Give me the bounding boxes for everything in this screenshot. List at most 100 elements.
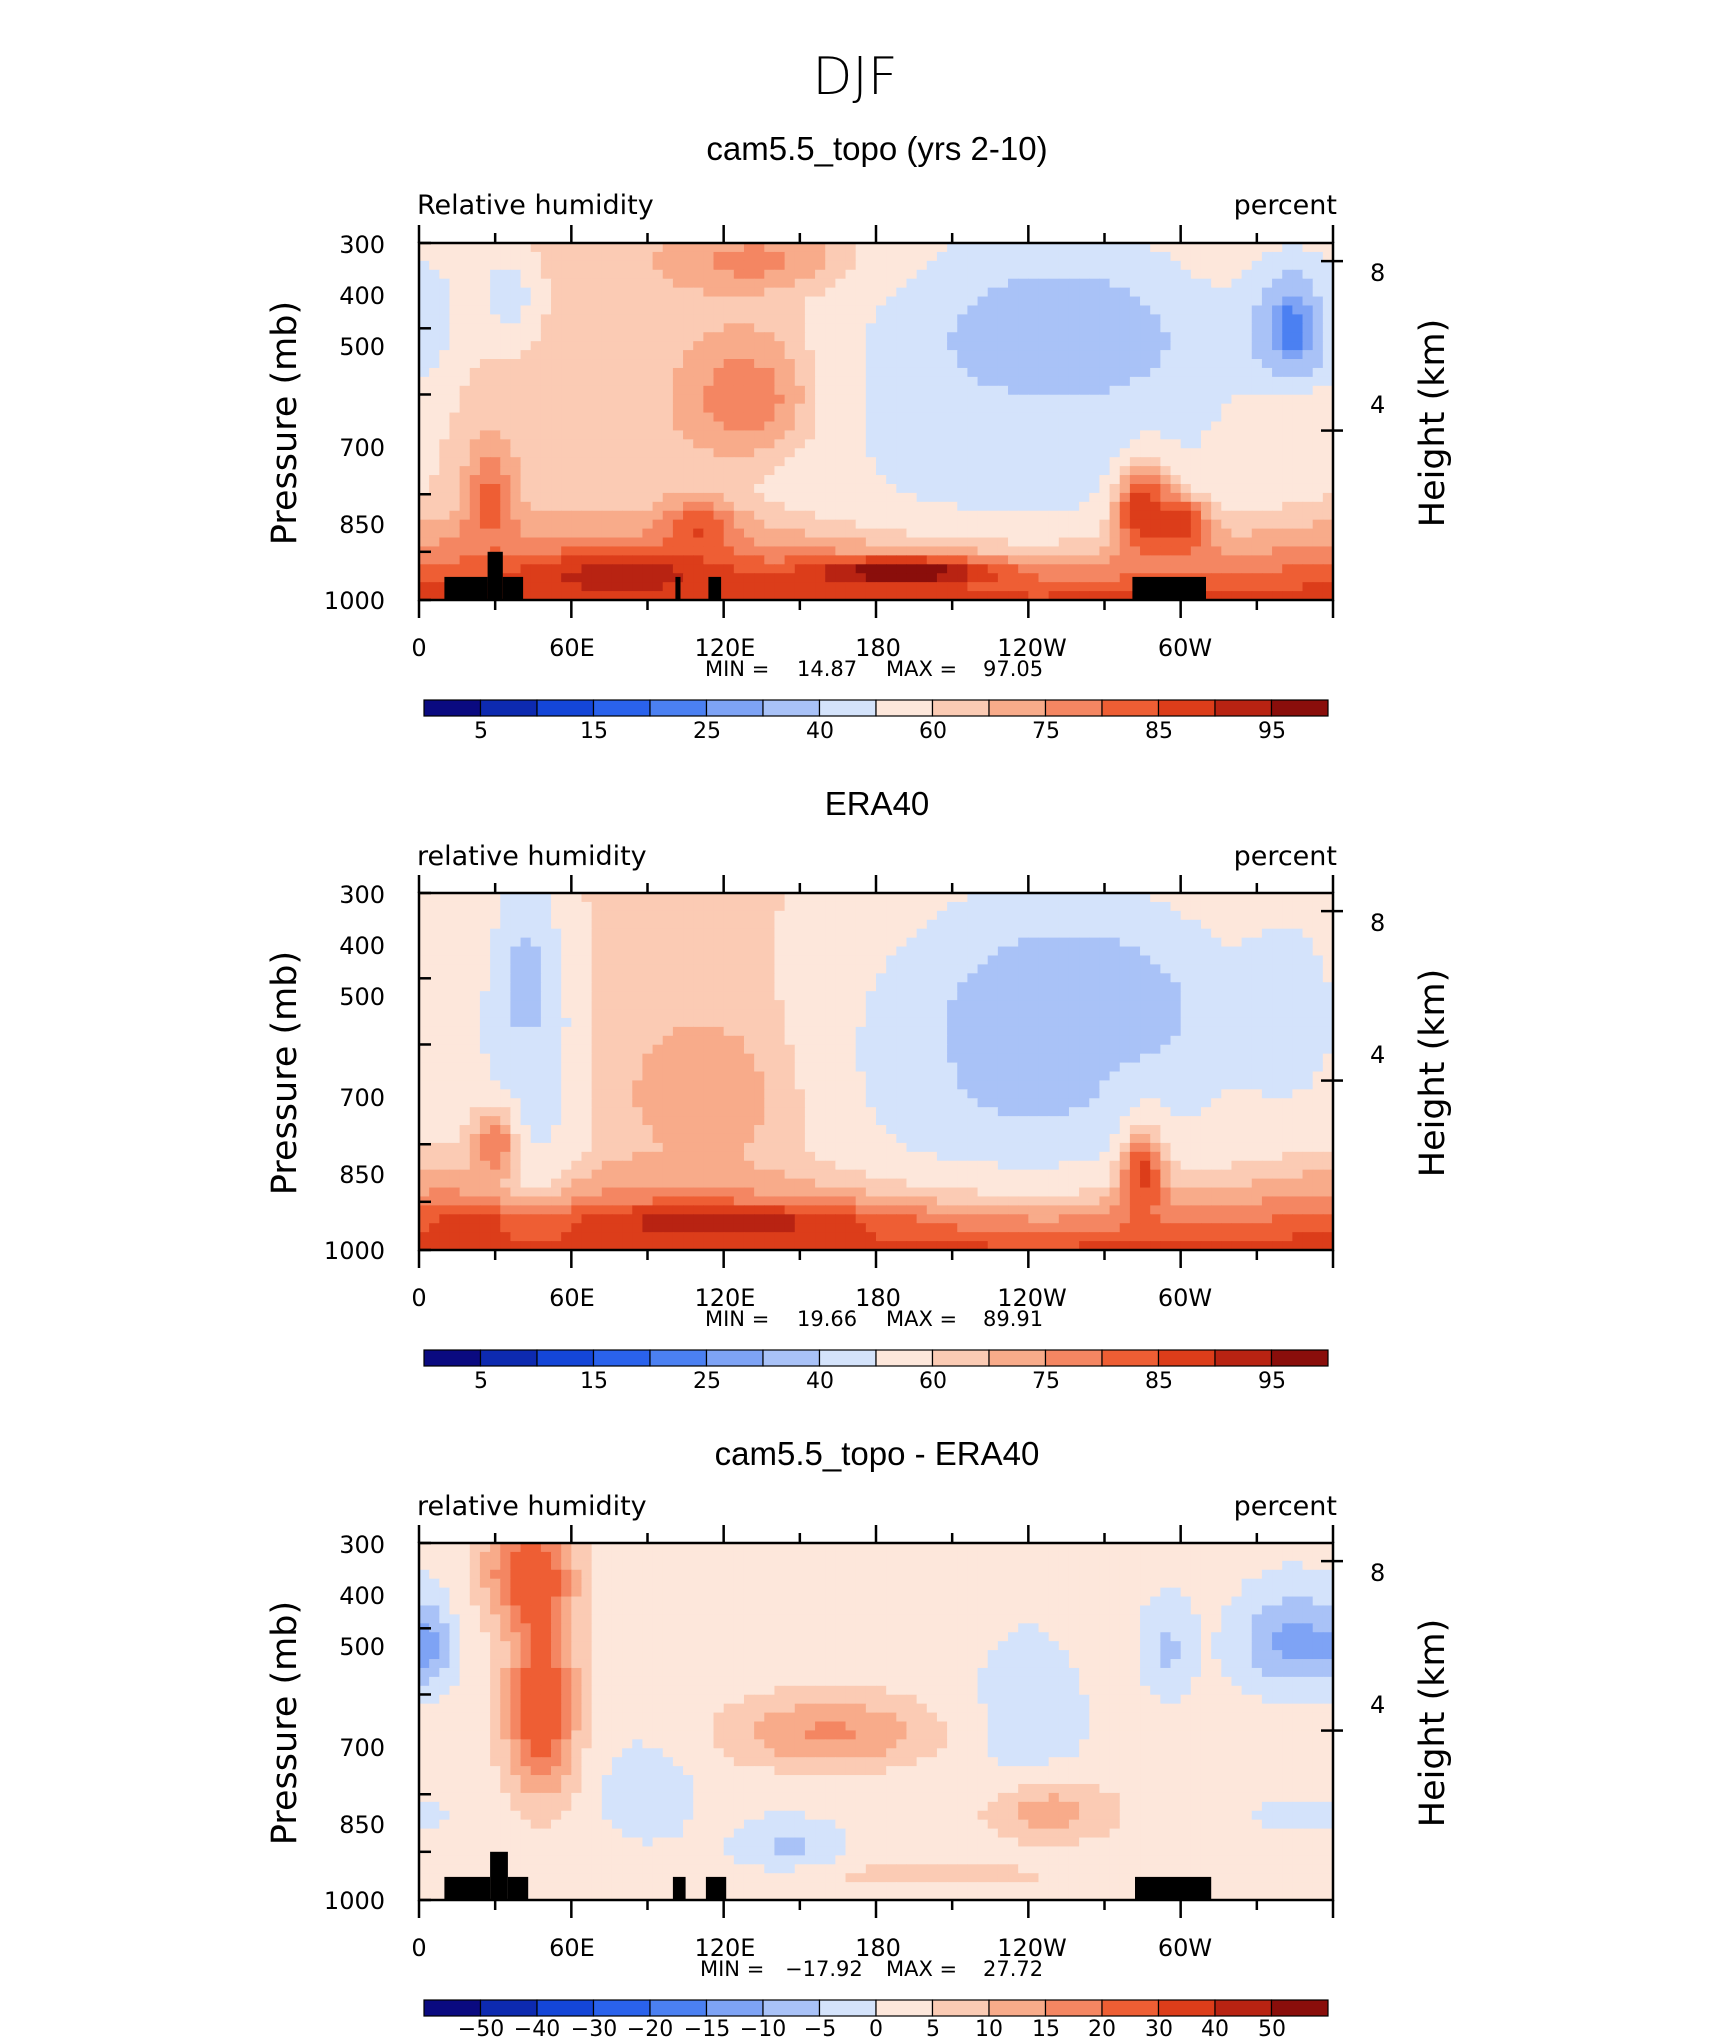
contour-cell bbox=[835, 537, 847, 548]
contour-cell bbox=[936, 457, 948, 467]
contour-cell bbox=[886, 421, 897, 432]
contour-cell bbox=[1322, 501, 1334, 512]
contour-cell bbox=[1251, 296, 1263, 307]
contour-cell bbox=[1170, 296, 1182, 307]
contour-cell bbox=[561, 991, 572, 1001]
contour-cell bbox=[1150, 919, 1161, 930]
contour-cell bbox=[865, 573, 877, 583]
contour-cell bbox=[1058, 510, 1070, 521]
contour-cell bbox=[1048, 546, 1060, 556]
contour-cell bbox=[825, 893, 836, 903]
contour-cell bbox=[642, 305, 654, 316]
contour-cell bbox=[896, 341, 908, 351]
contour-cell bbox=[622, 946, 633, 957]
contour-cell bbox=[419, 278, 430, 289]
contour-cell bbox=[1048, 251, 1060, 262]
contour-cell bbox=[764, 466, 776, 476]
contour-cell bbox=[1302, 1009, 1314, 1019]
contour-cell bbox=[652, 448, 664, 458]
contour-cell bbox=[662, 314, 674, 324]
contour-cell bbox=[642, 243, 654, 253]
contour-cell bbox=[642, 555, 654, 565]
contour-cell bbox=[926, 492, 938, 503]
contour-cell bbox=[1048, 937, 1060, 948]
contour-cell bbox=[601, 991, 613, 1001]
contour-cell bbox=[886, 296, 897, 307]
contour-cell bbox=[723, 439, 735, 449]
contour-cell bbox=[632, 350, 644, 360]
contour-cell bbox=[1292, 519, 1304, 530]
contour-cell bbox=[683, 251, 694, 262]
contour-cell bbox=[662, 564, 674, 574]
contour-cell bbox=[754, 457, 765, 467]
contour-cell bbox=[906, 403, 918, 414]
contour-cell bbox=[540, 946, 552, 957]
contour-cell bbox=[774, 430, 786, 440]
contour-cell bbox=[804, 528, 816, 539]
contour-cell bbox=[1302, 314, 1314, 324]
contour-cell bbox=[896, 528, 908, 539]
contour-cell bbox=[469, 492, 481, 503]
contour-cell bbox=[459, 350, 471, 360]
contour-cell bbox=[815, 510, 826, 521]
contour-cell bbox=[500, 483, 511, 494]
contour-cell bbox=[571, 278, 583, 289]
contour-cell bbox=[662, 475, 674, 485]
contour-cell bbox=[713, 510, 725, 521]
contour-cell bbox=[540, 483, 552, 494]
contour-cell bbox=[1272, 528, 1283, 539]
contour-cell bbox=[977, 251, 989, 262]
contour-cell bbox=[1109, 385, 1121, 396]
contour-cell bbox=[1261, 305, 1273, 316]
contour-cell bbox=[1150, 412, 1161, 423]
contour-cell bbox=[774, 457, 786, 467]
contour-cell bbox=[977, 492, 989, 503]
contour-cell bbox=[1170, 910, 1182, 921]
contour-cell bbox=[642, 1017, 654, 1028]
contour-cell bbox=[926, 359, 938, 369]
contour-cell bbox=[540, 332, 552, 342]
contour-cell bbox=[855, 919, 867, 930]
contour-cell bbox=[1251, 475, 1263, 485]
contour-cell bbox=[540, 501, 552, 512]
contour-cell bbox=[1322, 305, 1334, 316]
contour-cell bbox=[693, 251, 704, 262]
contour-cell bbox=[1089, 243, 1101, 253]
contour-cell bbox=[490, 991, 501, 1001]
contour-cell bbox=[703, 964, 715, 974]
contour-cell bbox=[459, 937, 471, 948]
contour-cell bbox=[652, 1009, 664, 1019]
contour-cell bbox=[490, 421, 501, 432]
contour-cell bbox=[1119, 296, 1131, 307]
contour-cell bbox=[825, 251, 836, 262]
contour-cell bbox=[1028, 323, 1040, 333]
contour-cell bbox=[561, 537, 572, 548]
contour-cell bbox=[825, 296, 836, 307]
contour-cell bbox=[622, 973, 633, 983]
contour-cell bbox=[1261, 510, 1273, 521]
contour-cell bbox=[1200, 919, 1212, 930]
contour-cell bbox=[1282, 492, 1293, 503]
contour-cell bbox=[1119, 350, 1131, 360]
contour-cell bbox=[1200, 955, 1212, 966]
contour-cell bbox=[896, 919, 908, 930]
contour-cell bbox=[764, 251, 776, 262]
contour-cell bbox=[1170, 251, 1182, 262]
contour-cell bbox=[865, 991, 877, 1001]
contour-cell bbox=[855, 403, 867, 414]
contour-cell bbox=[510, 1009, 522, 1019]
contour-cell bbox=[967, 421, 979, 432]
contour-cell bbox=[855, 367, 867, 378]
contour-cell bbox=[510, 243, 522, 253]
contour-cell bbox=[876, 466, 887, 476]
contour-cell bbox=[997, 269, 1009, 280]
contour-cell bbox=[1221, 964, 1233, 974]
contour-cell bbox=[1292, 1000, 1304, 1010]
contour-cell bbox=[774, 893, 786, 903]
contour-cell bbox=[957, 1009, 968, 1019]
contour-cell bbox=[886, 546, 897, 556]
contour-cell bbox=[1058, 901, 1070, 912]
contour-cell bbox=[1129, 955, 1141, 966]
contour-cell bbox=[1282, 519, 1293, 530]
contour-cell bbox=[1068, 537, 1080, 548]
